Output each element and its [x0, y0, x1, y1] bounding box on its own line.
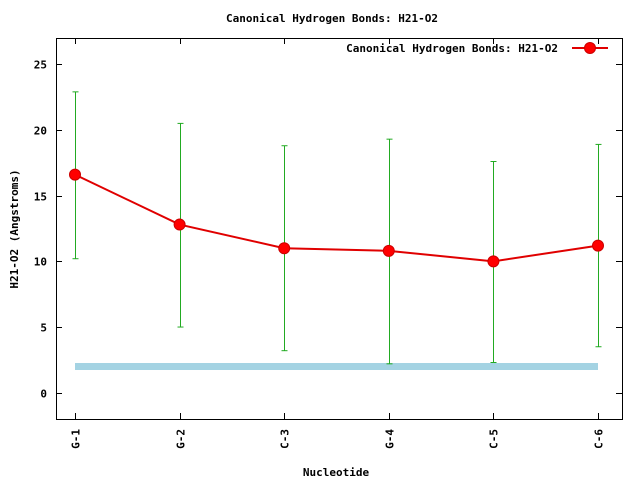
data-point	[278, 242, 291, 255]
x-axis: G-1 G-2 C-3 G-4 C-5 C-6	[70, 38, 606, 449]
data-point	[69, 168, 81, 181]
x-tick-label: C-3	[279, 429, 292, 449]
legend: Canonical Hydrogen Bonds: H21-O2	[346, 42, 608, 55]
x-tick-label: G-4	[384, 429, 397, 449]
legend-marker	[584, 42, 596, 54]
y-tick-label: 15	[34, 191, 47, 204]
chart-title: Canonical Hydrogen Bonds: H21-O2	[226, 12, 438, 25]
x-tick-label: C-6	[593, 429, 606, 449]
data-point	[487, 255, 500, 268]
y-axis: 0 5 10 15 20 25	[34, 59, 622, 401]
y-axis-label: H21-O2 (Angstroms)	[8, 169, 21, 288]
y-tick-label: 10	[34, 256, 47, 269]
x-axis-label: Nucleotide	[303, 466, 370, 479]
y-tick-label: 5	[40, 322, 47, 335]
x-tick-label: G-2	[175, 429, 188, 449]
y-tick-label: 0	[40, 388, 47, 401]
data-point	[592, 239, 604, 252]
data-point	[382, 244, 395, 257]
error-bars	[72, 91, 602, 365]
x-tick-label: G-1	[70, 429, 83, 449]
data-point	[173, 218, 186, 231]
y-tick-label: 25	[34, 59, 47, 72]
series-line	[69, 168, 604, 268]
legend-label: Canonical Hydrogen Bonds: H21-O2	[346, 42, 558, 55]
y-tick-label: 20	[34, 125, 47, 138]
series-polyline	[74, 173, 599, 263]
plot-frame	[56, 38, 623, 420]
x-tick-label: C-5	[488, 429, 501, 449]
